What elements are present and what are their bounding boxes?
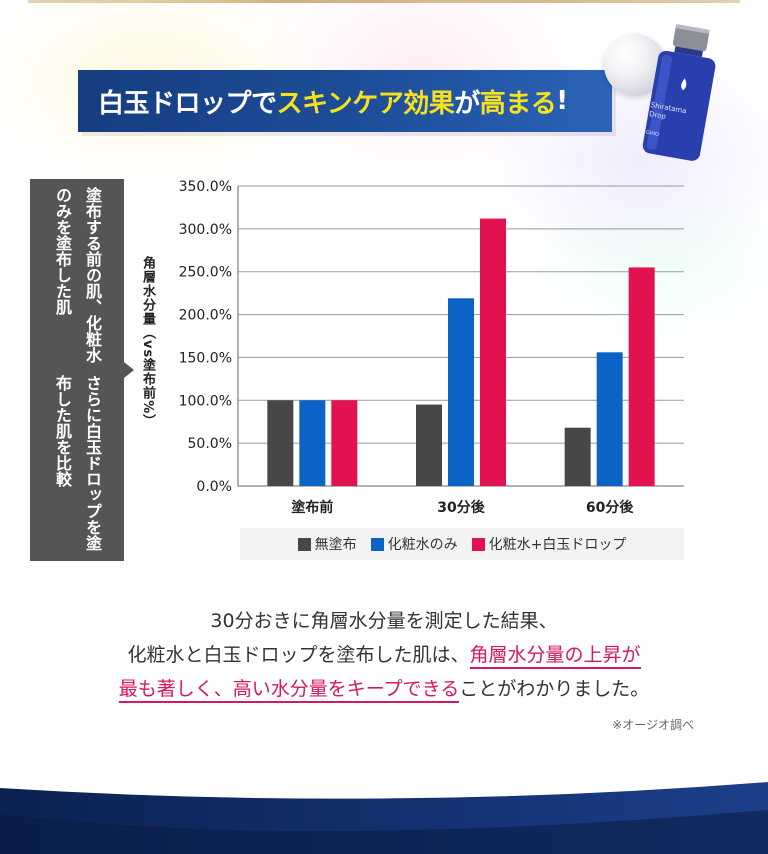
- bar: [267, 400, 294, 486]
- x-tick-label: 60分後: [586, 499, 634, 516]
- legend-label: 化粧水のみ: [387, 537, 458, 553]
- y-tick-label: 50.0%: [188, 436, 232, 452]
- result-line3: 最も著しく、高い水分量をキープできることがわかりました。: [0, 672, 768, 706]
- x-tick-label: 塗布前: [291, 499, 333, 516]
- result-line3-highlight: 最も著しく、高い水分量をキープできる: [118, 678, 460, 703]
- legend-item-no-application: 無塗布: [297, 534, 357, 554]
- result-line2: 化粧水と白玉ドロップを塗布した肌は、角層水分量の上昇が: [0, 638, 768, 672]
- y-tick-label: 250.0%: [179, 265, 232, 281]
- bar: [331, 400, 358, 486]
- comparison-line2: さらに白玉ドロップを塗布した肌を比較: [53, 374, 102, 551]
- result-line2-plain: 化粧水と白玉ドロップを塗布した肌は、: [127, 644, 470, 666]
- bar: [448, 298, 474, 486]
- bar: [480, 218, 506, 487]
- headline-part2: スキンケア効果: [276, 88, 455, 119]
- y-tick-label: 200.0%: [179, 308, 232, 324]
- x-tick-label: 30分後: [437, 499, 485, 516]
- result-description: 30分おきに角層水分量を測定した結果、 化粧水と白玉ドロップを塗布した肌は、角層…: [0, 604, 768, 706]
- headline-part3: が: [454, 88, 480, 119]
- result-line2-highlight: 角層水分量の上昇が: [469, 644, 641, 669]
- legend-swatch: [297, 537, 311, 551]
- bar: [564, 427, 591, 486]
- headline-part4: 高まる: [479, 88, 557, 119]
- legend-label: 化粧水+白玉ドロップ: [488, 537, 627, 553]
- product-bottle-label: Shiratama Drop GIHO: [645, 101, 687, 144]
- moisture-bar-chart: 0.0% 50.0% 100.0% 150.0% 200.0% 250.0% 300.0% 3…: [179, 179, 684, 516]
- legend-swatch: [471, 537, 485, 551]
- y-axis-label: 角層水分量（vs塗布前%）: [140, 256, 155, 429]
- result-line1: 30分おきに角層水分量を測定した結果、: [210, 610, 558, 632]
- bar: [416, 404, 442, 486]
- legend-item-lotion-only: 化粧水のみ: [370, 534, 458, 554]
- legend-label: 無塗布: [314, 537, 357, 553]
- bar: [628, 267, 655, 486]
- legend-item-lotion-plus-drop: 化粧水+白玉ドロップ: [471, 534, 627, 554]
- panel-arrow-icon: [124, 362, 134, 378]
- y-tick-label: 100.0%: [179, 393, 232, 409]
- product-bottle-image: [642, 24, 716, 161]
- top-divider: [28, 0, 740, 3]
- comparison-text: 塗布する前の肌、化粧水のみを塗布した肌 さらに白玉ドロップを塗布した肌を比較: [30, 179, 124, 561]
- legend-swatch: [370, 537, 384, 551]
- bar: [299, 400, 326, 486]
- comparison-line1: 塗布する前の肌、化粧水のみを塗布した肌: [53, 187, 102, 363]
- bar: [596, 352, 623, 486]
- headline-part5: !: [556, 86, 568, 116]
- y-tick-label: 150.0%: [179, 350, 232, 366]
- y-tick-label: 350.0%: [179, 179, 232, 195]
- research-note: ※オージオ調べ: [612, 718, 694, 732]
- result-line3-plain: ことがわかりました。: [459, 678, 650, 700]
- headline-part1: 白玉ドロップで: [98, 88, 277, 119]
- comparison-panel: 塗布する前の肌、化粧水のみを塗布した肌 さらに白玉ドロップを塗布した肌を比較: [30, 179, 124, 561]
- headline-banner: 白玉ドロップで スキンケア効果が高まる!: [78, 70, 612, 132]
- chart-legend: 無塗布 化粧水のみ 化粧水+白玉ドロップ: [240, 528, 684, 560]
- y-tick-label: 300.0%: [179, 222, 232, 238]
- y-tick-label: 0.0%: [196, 479, 232, 495]
- bottom-decorative-band: [0, 782, 768, 854]
